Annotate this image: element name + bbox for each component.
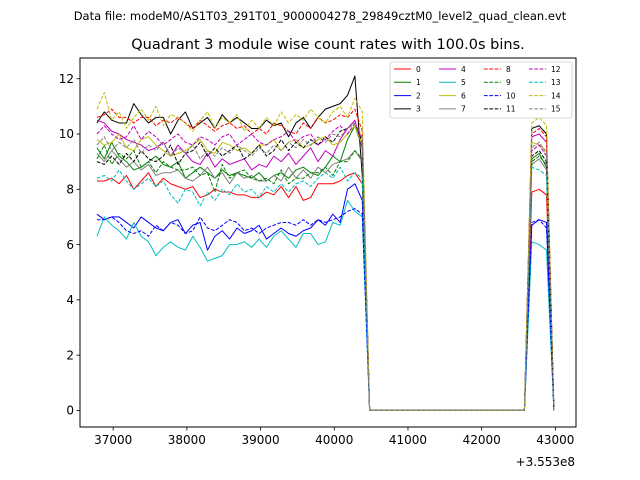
- legend-label-7: 7: [461, 105, 466, 114]
- x-axis: 37000 38000 39000 40000 41000 42000 43000: [94, 427, 574, 447]
- x-tick-label: 38000: [168, 433, 206, 447]
- x-offset-label: +3.553e8: [516, 455, 575, 469]
- legend-label-12: 12: [551, 65, 561, 74]
- series-line-7: [96, 150, 555, 411]
- series-line-5: [96, 199, 555, 411]
- series-line-13: [96, 166, 555, 411]
- legend-label-3: 3: [416, 105, 421, 114]
- legend-label-11: 11: [506, 105, 516, 114]
- legend-label-2: 2: [416, 91, 421, 100]
- legend-label-10: 10: [506, 91, 516, 100]
- series-line-10: [96, 208, 555, 411]
- legend-label-0: 0: [416, 65, 421, 74]
- legend-label-13: 13: [551, 78, 561, 87]
- y-tick-label: 12: [59, 72, 74, 86]
- series-line-11: [96, 122, 555, 411]
- y-tick-label: 4: [66, 293, 74, 307]
- legend-label-8: 8: [506, 65, 511, 74]
- y-axis: 0 2 4 6 8 10 12: [59, 72, 80, 418]
- legend-label-6: 6: [461, 91, 466, 100]
- x-tick-label: 43000: [536, 433, 574, 447]
- series-line-9: [96, 144, 555, 411]
- y-tick-label: 2: [66, 348, 74, 362]
- series-line-12: [96, 122, 555, 411]
- x-tick-label: 40000: [315, 433, 353, 447]
- y-tick-label: 6: [66, 238, 74, 252]
- y-tick-label: 8: [66, 182, 74, 196]
- legend-label-1: 1: [416, 78, 421, 87]
- x-tick-label: 41000: [389, 433, 427, 447]
- x-tick-label: 39000: [241, 433, 279, 447]
- suptitle: Data file: modeM0/AS1T03_291T01_90000042…: [74, 9, 567, 23]
- legend-label-9: 9: [506, 78, 511, 87]
- plot-frame: [79, 57, 577, 428]
- series-line-6: [96, 125, 555, 411]
- y-tick-label: 0: [66, 404, 74, 418]
- series-layer: [96, 75, 555, 411]
- series-line-14: [96, 92, 555, 411]
- legend-frame: [389, 61, 573, 119]
- y-tick-label: 10: [59, 127, 74, 141]
- x-tick-label: 37000: [94, 433, 132, 447]
- x-tick-label: 42000: [463, 433, 501, 447]
- series-line-8: [96, 108, 555, 411]
- legend-label-4: 4: [461, 65, 466, 74]
- series-line-15: [96, 122, 555, 411]
- chart-title: Quadrant 3 module wise count rates with …: [131, 37, 525, 53]
- legend-label-14: 14: [551, 91, 561, 100]
- series-line-0: [96, 172, 555, 411]
- series-line-3: [96, 75, 555, 411]
- legend-label-15: 15: [551, 105, 561, 114]
- legend-label-5: 5: [461, 78, 466, 87]
- series-line-2: [96, 183, 555, 411]
